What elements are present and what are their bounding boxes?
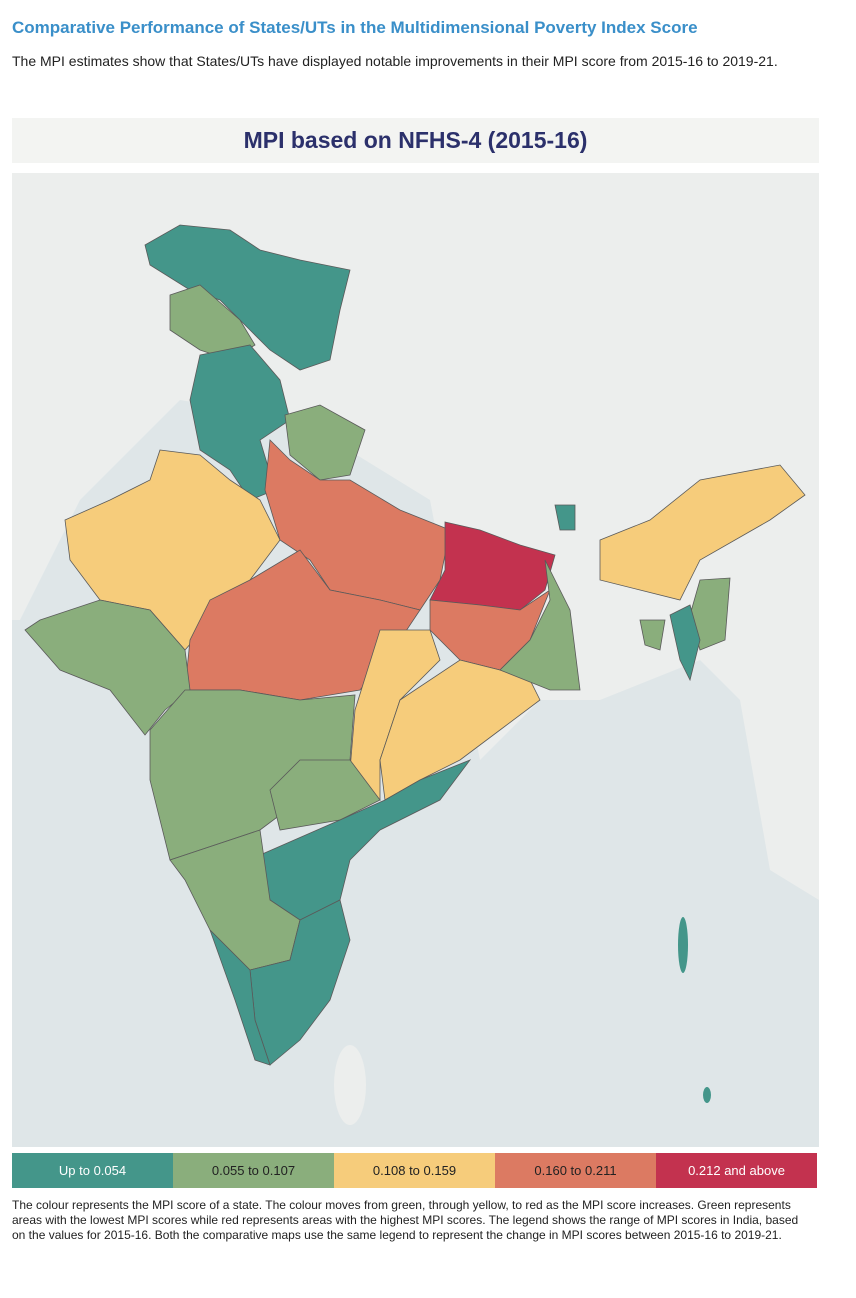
legend-item: 0.160 to 0.211 (495, 1153, 656, 1188)
states (24, 224, 806, 1103)
header-title: Comparative Performance of States/UTs in… (12, 18, 698, 37)
legend-item: 0.212 and above (656, 1153, 817, 1188)
legend: Up to 0.054 0.055 to 0.107 0.108 to 0.159 0… (12, 1153, 817, 1188)
intro-text: The MPI estimates show that States/UTs h… (12, 53, 778, 69)
legend-item: Up to 0.054 (12, 1153, 173, 1188)
map-title: MPI based on NFHS-4 (2015-16) (12, 118, 819, 163)
map (12, 173, 819, 1147)
legend-item: 0.055 to 0.107 (173, 1153, 334, 1188)
legend-item: 0.108 to 0.159 (334, 1153, 495, 1188)
sri-lanka (334, 1045, 366, 1125)
footnote: The colour represents the MPI score of a… (12, 1198, 799, 1242)
